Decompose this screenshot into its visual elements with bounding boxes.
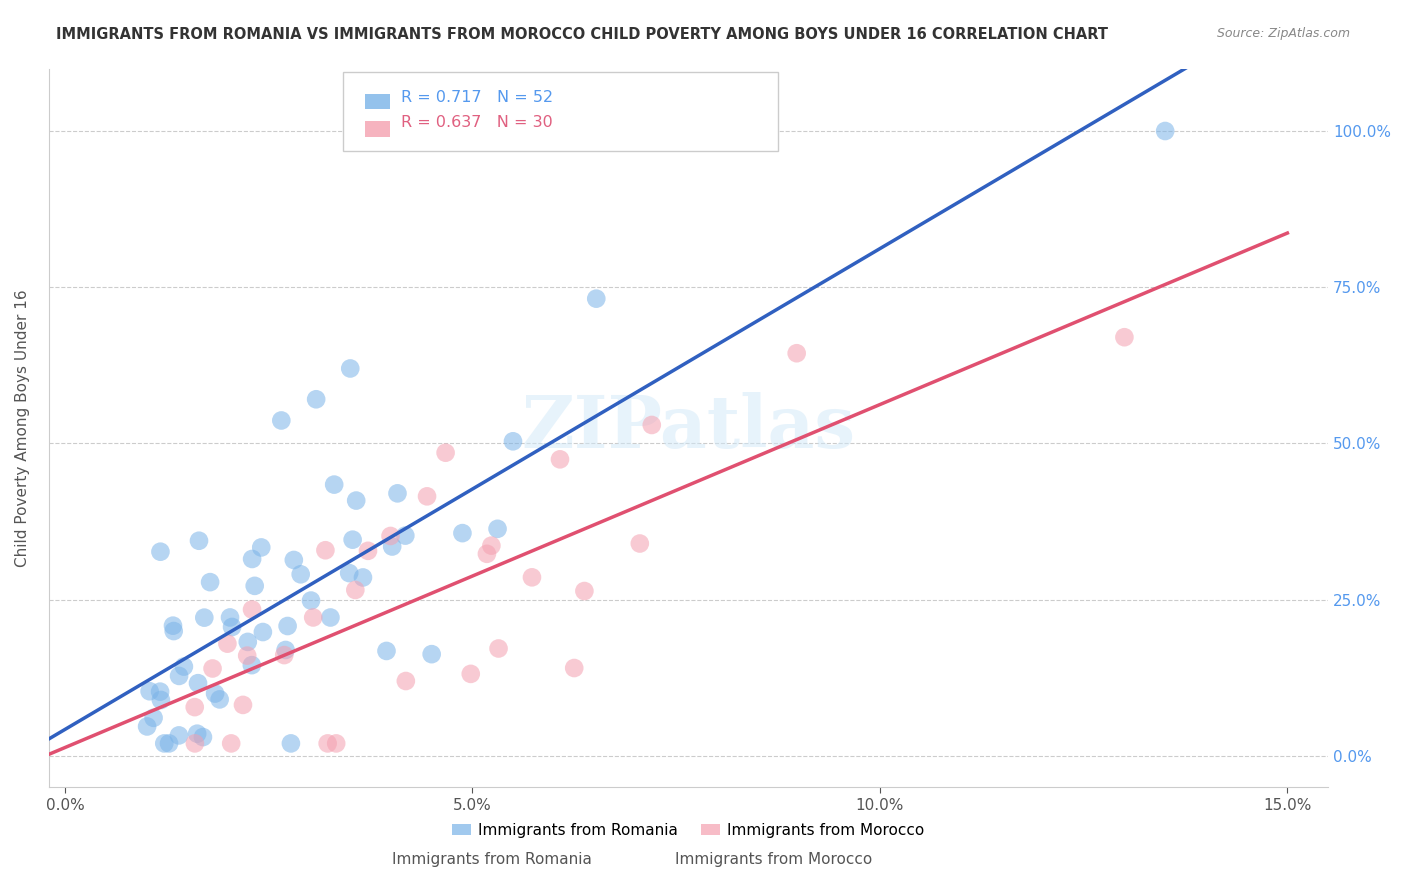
Point xyxy=(460,666,482,681)
Point xyxy=(236,635,259,649)
Point xyxy=(149,545,172,559)
Point xyxy=(191,730,214,744)
FancyBboxPatch shape xyxy=(343,72,778,151)
Point xyxy=(420,647,443,661)
Point xyxy=(277,619,299,633)
Point xyxy=(219,610,242,624)
Point xyxy=(280,736,302,750)
Point xyxy=(585,292,607,306)
Point xyxy=(302,610,325,624)
Point xyxy=(641,417,664,432)
Point xyxy=(434,446,457,460)
Point xyxy=(562,661,585,675)
Point xyxy=(162,618,184,632)
Point xyxy=(136,719,159,733)
Point xyxy=(488,641,510,656)
Point xyxy=(479,539,502,553)
Point xyxy=(344,582,367,597)
Point xyxy=(153,736,176,750)
Text: R = 0.717   N = 52: R = 0.717 N = 52 xyxy=(401,90,553,105)
Point xyxy=(395,673,418,688)
Point xyxy=(786,346,808,360)
Point xyxy=(252,625,274,640)
Point xyxy=(243,579,266,593)
Point xyxy=(240,552,263,566)
Text: Source: ZipAtlas.com: Source: ZipAtlas.com xyxy=(1216,27,1350,40)
Text: R = 0.637   N = 30: R = 0.637 N = 30 xyxy=(401,115,553,130)
Point xyxy=(628,536,651,550)
Point xyxy=(319,610,342,624)
Point xyxy=(198,575,221,590)
Point xyxy=(232,698,254,712)
Point xyxy=(270,413,292,427)
Point xyxy=(240,658,263,673)
Point xyxy=(149,693,172,707)
Point xyxy=(157,736,180,750)
Point xyxy=(387,486,409,500)
Point xyxy=(381,540,404,554)
Point xyxy=(352,570,374,584)
Point xyxy=(375,644,398,658)
Point xyxy=(1154,124,1177,138)
Point xyxy=(339,361,361,376)
Point xyxy=(314,543,336,558)
Text: IMMIGRANTS FROM ROMANIA VS IMMIGRANTS FROM MOROCCO CHILD POVERTY AMONG BOYS UNDE: IMMIGRANTS FROM ROMANIA VS IMMIGRANTS FR… xyxy=(56,27,1108,42)
Point xyxy=(394,528,416,542)
Point xyxy=(273,648,295,662)
Point xyxy=(221,620,243,634)
Point xyxy=(186,727,208,741)
Point xyxy=(337,566,360,580)
Y-axis label: Child Poverty Among Boys Under 16: Child Poverty Among Boys Under 16 xyxy=(15,289,30,566)
Point xyxy=(342,533,364,547)
Point xyxy=(380,529,402,543)
Point xyxy=(193,610,215,624)
Point xyxy=(520,570,543,584)
Point xyxy=(142,711,165,725)
Point xyxy=(167,669,190,683)
Point xyxy=(475,547,498,561)
Text: Immigrants from Morocco: Immigrants from Morocco xyxy=(675,852,872,867)
Point xyxy=(188,533,211,548)
Point xyxy=(173,659,195,673)
Point xyxy=(416,489,439,503)
FancyBboxPatch shape xyxy=(364,94,391,110)
Point xyxy=(163,624,186,638)
Point xyxy=(357,544,380,558)
Point xyxy=(208,692,231,706)
Text: Immigrants from Romania: Immigrants from Romania xyxy=(392,852,592,867)
Point xyxy=(283,553,305,567)
Point xyxy=(274,643,297,657)
Point xyxy=(167,728,190,742)
Point xyxy=(240,602,263,616)
Point xyxy=(305,392,328,407)
Point xyxy=(250,541,273,555)
Point xyxy=(548,452,571,467)
Point xyxy=(344,493,367,508)
Point xyxy=(1114,330,1136,344)
Point xyxy=(451,526,474,541)
Point xyxy=(574,584,596,599)
Point xyxy=(138,684,160,698)
Point xyxy=(187,676,209,690)
Point xyxy=(184,736,207,750)
Point xyxy=(325,736,347,750)
Point xyxy=(299,593,322,607)
Legend: Immigrants from Romania, Immigrants from Morocco: Immigrants from Romania, Immigrants from… xyxy=(446,817,931,844)
Point xyxy=(236,648,259,663)
Text: R = 0.717   N = 52: R = 0.717 N = 52 xyxy=(375,94,527,109)
Point xyxy=(201,661,224,675)
Point xyxy=(502,434,524,449)
Point xyxy=(290,567,312,582)
Point xyxy=(183,700,205,714)
Point xyxy=(486,522,509,536)
Text: R = 0.637   N = 30: R = 0.637 N = 30 xyxy=(375,119,527,134)
FancyBboxPatch shape xyxy=(364,121,391,136)
Point xyxy=(204,687,226,701)
Point xyxy=(217,637,239,651)
Point xyxy=(316,736,339,750)
Point xyxy=(219,736,242,750)
Point xyxy=(149,684,172,698)
Text: ZIPatlas: ZIPatlas xyxy=(522,392,855,463)
Point xyxy=(323,477,346,491)
